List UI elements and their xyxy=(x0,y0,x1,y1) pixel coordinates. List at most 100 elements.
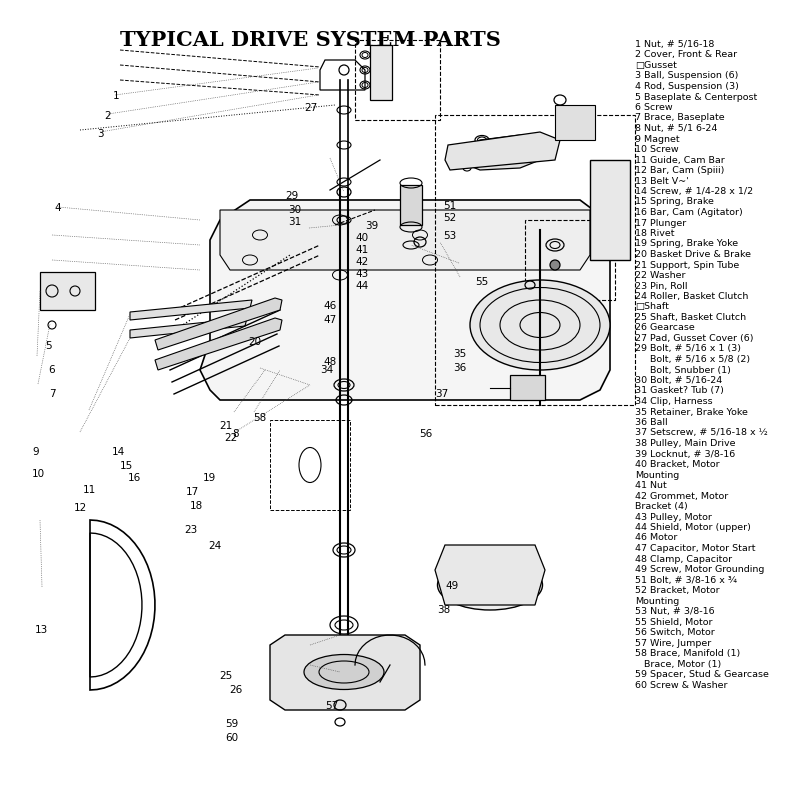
Bar xyxy=(555,105,595,140)
Text: 19 Spring, Brake Yoke: 19 Spring, Brake Yoke xyxy=(635,239,738,249)
Text: 14: 14 xyxy=(112,447,125,457)
Bar xyxy=(435,115,635,405)
Text: 34 Clip, Harness: 34 Clip, Harness xyxy=(635,397,713,406)
Text: 2: 2 xyxy=(105,111,111,121)
Text: 21: 21 xyxy=(219,421,232,430)
Text: 51: 51 xyxy=(443,202,456,211)
Text: 16: 16 xyxy=(128,474,141,483)
Text: 55: 55 xyxy=(475,277,488,286)
Text: 43: 43 xyxy=(355,269,368,278)
Text: 35: 35 xyxy=(454,349,466,358)
Text: 42 Grommet, Motor: 42 Grommet, Motor xyxy=(635,491,728,501)
Text: 6: 6 xyxy=(49,365,55,374)
Text: 29 Bolt, # 5/16 x 1 (3): 29 Bolt, # 5/16 x 1 (3) xyxy=(635,345,741,354)
Text: 11 Guide, Cam Bar: 11 Guide, Cam Bar xyxy=(635,155,725,165)
Polygon shape xyxy=(455,135,540,170)
Text: 56 Switch, Motor: 56 Switch, Motor xyxy=(635,628,714,637)
Text: 55 Shield, Motor: 55 Shield, Motor xyxy=(635,618,713,626)
Text: 19: 19 xyxy=(203,474,216,483)
Ellipse shape xyxy=(304,654,384,690)
Polygon shape xyxy=(220,210,590,270)
Bar xyxy=(400,185,422,225)
Polygon shape xyxy=(200,200,610,400)
Polygon shape xyxy=(155,318,282,370)
Text: 10 Screw: 10 Screw xyxy=(635,145,678,154)
Text: 48 Clamp, Capacitor: 48 Clamp, Capacitor xyxy=(635,554,732,563)
Text: 12 Bar, Cam (Spiii): 12 Bar, Cam (Spiii) xyxy=(635,166,724,175)
Text: 23 Pin, Roll: 23 Pin, Roll xyxy=(635,282,687,290)
Text: Bolt, # 5/16 x 5/8 (2): Bolt, # 5/16 x 5/8 (2) xyxy=(635,355,750,364)
Text: 15: 15 xyxy=(120,461,133,470)
Text: 4 Rod, Suspension (3): 4 Rod, Suspension (3) xyxy=(635,82,739,91)
Text: 37 Setscrew, # 5/16-18 x ½: 37 Setscrew, # 5/16-18 x ½ xyxy=(635,429,768,438)
Polygon shape xyxy=(155,298,282,350)
Text: 38: 38 xyxy=(438,605,450,614)
Text: 24 Roller, Basket Clutch: 24 Roller, Basket Clutch xyxy=(635,292,748,301)
Bar xyxy=(40,272,95,310)
Text: 3 Ball, Suspension (6): 3 Ball, Suspension (6) xyxy=(635,71,738,81)
Text: 17 Plunger: 17 Plunger xyxy=(635,218,686,227)
Text: 13 Belt V~': 13 Belt V~' xyxy=(635,177,689,186)
Text: 34: 34 xyxy=(320,365,333,374)
Text: 49 Screw, Motor Grounding: 49 Screw, Motor Grounding xyxy=(635,565,764,574)
Text: 31 Gasket? Tub (7): 31 Gasket? Tub (7) xyxy=(635,386,724,395)
Text: Brace, Motor (1): Brace, Motor (1) xyxy=(635,659,722,669)
Text: 27: 27 xyxy=(304,103,317,113)
Text: 31: 31 xyxy=(288,218,301,227)
Text: 58 Brace, Manifold (1): 58 Brace, Manifold (1) xyxy=(635,649,740,658)
Text: 1: 1 xyxy=(113,91,119,101)
Text: 58: 58 xyxy=(254,413,266,422)
Text: 36 Ball: 36 Ball xyxy=(635,418,668,427)
Text: 41 Nut: 41 Nut xyxy=(635,481,666,490)
Text: 59: 59 xyxy=(226,719,238,729)
Text: 25 Shaft, Basket Clutch: 25 Shaft, Basket Clutch xyxy=(635,313,746,322)
Text: 48: 48 xyxy=(323,357,336,366)
Text: 30: 30 xyxy=(288,205,301,214)
Text: Bracket (4): Bracket (4) xyxy=(635,502,688,511)
Text: 2 Cover, Front & Rear: 2 Cover, Front & Rear xyxy=(635,50,737,59)
Text: 8: 8 xyxy=(233,429,239,438)
Text: 43 Pulley, Motor: 43 Pulley, Motor xyxy=(635,513,712,522)
Polygon shape xyxy=(435,545,545,605)
Text: 11: 11 xyxy=(83,485,96,494)
Text: 39: 39 xyxy=(366,221,378,230)
Text: 25: 25 xyxy=(219,671,232,681)
Text: 39 Locknut, # 3/8-16: 39 Locknut, # 3/8-16 xyxy=(635,450,735,458)
Text: 52 Bracket, Motor: 52 Bracket, Motor xyxy=(635,586,720,595)
Ellipse shape xyxy=(438,560,542,610)
Text: 53 Nut, # 3/8-16: 53 Nut, # 3/8-16 xyxy=(635,607,714,616)
Text: 40: 40 xyxy=(355,234,368,243)
Text: Mounting: Mounting xyxy=(635,470,679,479)
Text: 7 Brace, Baseplate: 7 Brace, Baseplate xyxy=(635,114,725,122)
Text: 22: 22 xyxy=(224,434,237,443)
Ellipse shape xyxy=(453,144,481,160)
Text: 59 Spacer, Stud & Gearcase: 59 Spacer, Stud & Gearcase xyxy=(635,670,769,679)
Text: 20 Basket Drive & Brake: 20 Basket Drive & Brake xyxy=(635,250,751,259)
Text: 13: 13 xyxy=(35,626,48,635)
Text: 20: 20 xyxy=(248,338,261,347)
Text: 44: 44 xyxy=(355,282,368,291)
Bar xyxy=(525,220,615,300)
Text: 7: 7 xyxy=(49,389,55,398)
Text: 26 Gearcase: 26 Gearcase xyxy=(635,323,694,333)
Text: 35 Retainer, Brake Yoke: 35 Retainer, Brake Yoke xyxy=(635,407,748,417)
Text: 12: 12 xyxy=(74,503,86,513)
Text: Bolt, Snubber (1): Bolt, Snubber (1) xyxy=(635,366,731,374)
Text: 46 Motor: 46 Motor xyxy=(635,534,678,542)
Text: 53: 53 xyxy=(443,231,456,241)
Text: 57: 57 xyxy=(326,701,338,710)
Text: 9 Magnet: 9 Magnet xyxy=(635,134,680,143)
Bar xyxy=(355,40,440,120)
Text: 52: 52 xyxy=(443,213,456,222)
Bar xyxy=(270,420,350,510)
Text: 18 Rivet: 18 Rivet xyxy=(635,229,674,238)
Text: 21 Support, Spin Tube: 21 Support, Spin Tube xyxy=(635,261,739,270)
Text: TYPICAL DRIVE SYSTEM PARTS: TYPICAL DRIVE SYSTEM PARTS xyxy=(119,30,501,50)
Text: 4: 4 xyxy=(54,203,61,213)
Text: 42: 42 xyxy=(355,258,368,267)
Text: 9: 9 xyxy=(33,447,39,457)
Polygon shape xyxy=(130,300,252,320)
Text: 30 Bolt, # 5/16-24: 30 Bolt, # 5/16-24 xyxy=(635,376,722,385)
Text: 60: 60 xyxy=(226,733,238,742)
Ellipse shape xyxy=(470,280,610,370)
